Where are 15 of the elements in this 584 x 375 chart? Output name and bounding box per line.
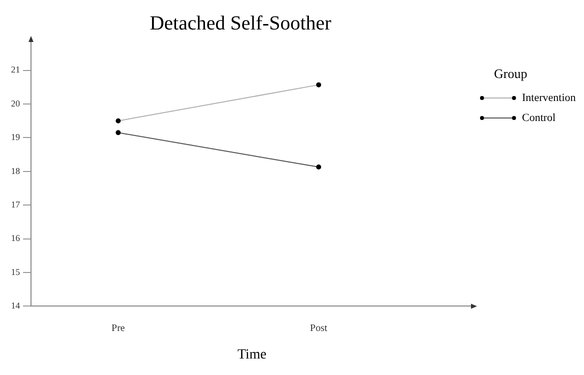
legend-label: Intervention <box>522 92 576 104</box>
y-tick-label: 17 <box>11 199 20 210</box>
x-tick-label: Pre <box>112 322 126 334</box>
x-tick-label: Post <box>310 322 328 334</box>
y-tick-label: 14 <box>11 300 20 311</box>
y-tick-label: 20 <box>11 98 20 108</box>
y-tick-label: 18 <box>11 166 20 176</box>
chart-title: Detached Self-Soother <box>150 12 332 34</box>
x-axis-title: Time <box>237 347 267 362</box>
y-tick-label: 19 <box>11 132 20 142</box>
legend-title: Group <box>494 66 528 82</box>
y-tick-label: 16 <box>11 233 20 244</box>
y-tick-label: 15 <box>11 266 20 277</box>
y-tick-label: 21 <box>11 64 20 75</box>
legend-label: Control <box>522 112 556 124</box>
